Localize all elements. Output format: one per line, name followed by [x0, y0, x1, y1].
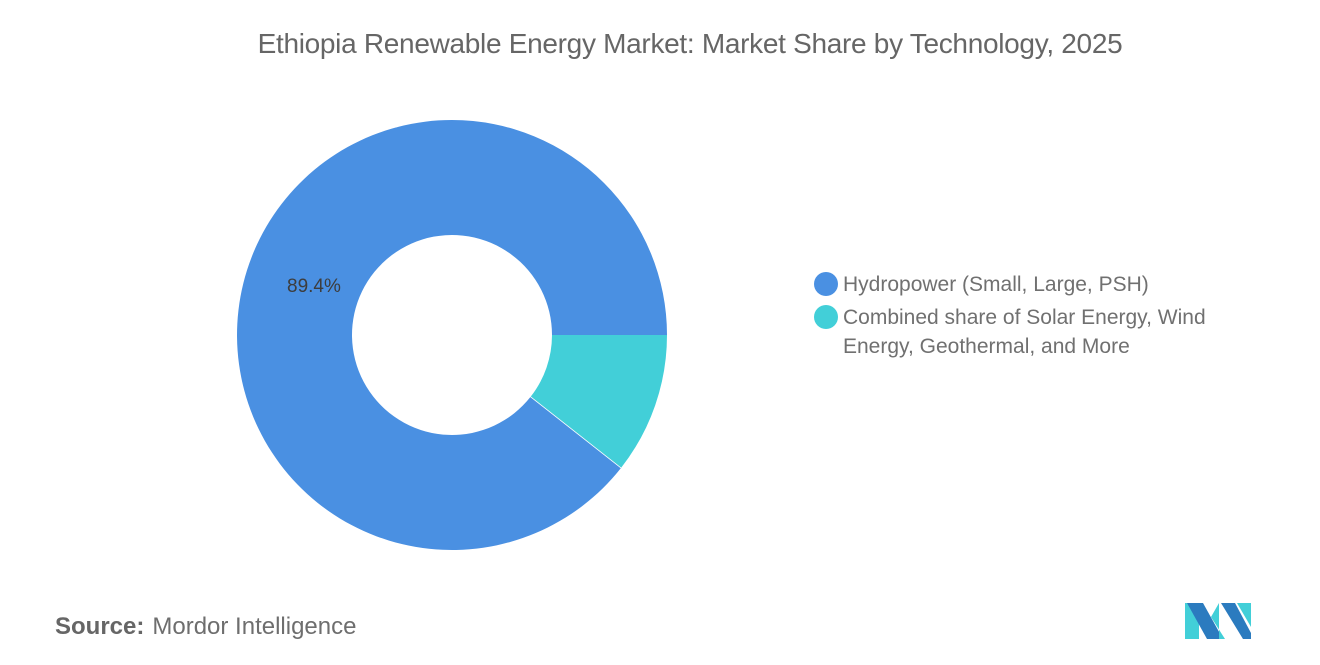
chart-title: Ethiopia Renewable Energy Market: Market… — [257, 28, 1123, 59]
data-label-hydropower: 89.4% — [287, 276, 341, 297]
legend-item-hydropower[interactable]: Hydropower (Small, Large, PSH) — [814, 270, 1254, 299]
legend-dot-icon — [814, 305, 838, 329]
mordor-intelligence-logo-icon — [1185, 603, 1251, 639]
legend-dot-icon — [814, 272, 838, 296]
slice-separator — [530, 396, 622, 469]
legend-item-other-renewables[interactable]: Combined share of Solar Energy, Wind Ene… — [814, 303, 1254, 361]
legend: Hydropower (Small, Large, PSH) Combined … — [814, 270, 1254, 365]
source-label: Source: — [55, 613, 145, 640]
source-note: Source: Mordor Intelligence — [55, 613, 356, 641]
legend-label: Hydropower (Small, Large, PSH) — [843, 273, 1149, 296]
legend-label: Combined share of Solar Energy, Wind Ene… — [843, 306, 1206, 358]
source-value: Mordor Intelligence — [152, 613, 357, 640]
donut-slice-other-renewables[interactable] — [530, 335, 667, 468]
donut-slice-hydropower[interactable] — [237, 120, 667, 550]
